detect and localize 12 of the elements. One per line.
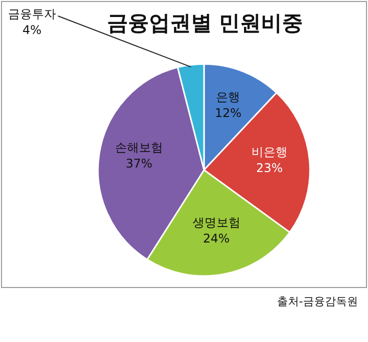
data-label: 23% [256,160,283,175]
chart-title: 금융업권별 민원비중 [106,11,304,35]
data-label: 37% [126,156,152,171]
data-label: 24% [202,232,230,246]
slice-label: 비은행 [251,144,288,159]
source-note: 출처-금융감독원 [277,295,358,308]
slice-label: 손해보험 [115,140,164,155]
data-label: 4% [22,23,42,37]
slice-label: 은행 [216,90,240,104]
slice-label: 생명보험 [192,216,240,230]
data-label: 12% [214,106,242,120]
slice-label: 금융투자 [8,7,56,21]
